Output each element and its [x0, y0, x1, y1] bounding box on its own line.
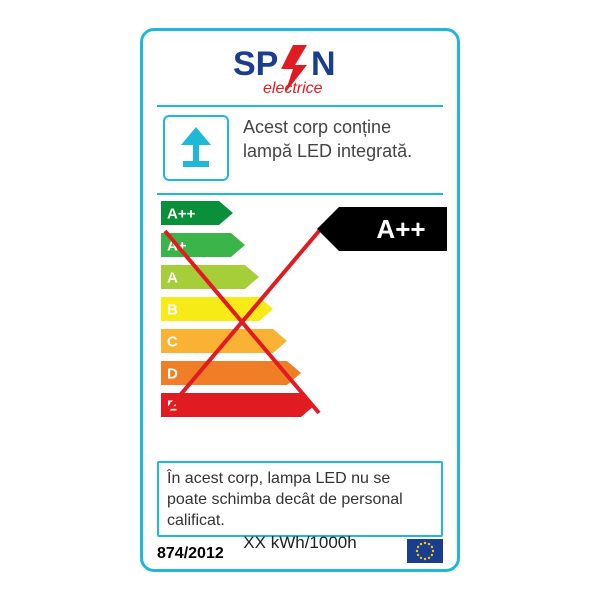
divider: [157, 105, 443, 107]
energy-class-label: D: [167, 365, 178, 382]
energy-label-card: SP N electrice Acest corp conține lampă …: [140, 28, 460, 572]
flag-star: [431, 554, 433, 556]
energy-class-label: A++: [167, 205, 196, 222]
rating-text: A++: [376, 214, 425, 244]
flag-star: [416, 550, 418, 552]
energy-class-bar: [161, 393, 315, 417]
flag-star: [431, 546, 433, 548]
energy-class-label: C: [167, 333, 178, 350]
energy-rating-badge: A++: [317, 207, 447, 262]
lamp-icon: [171, 123, 221, 173]
flag-star: [417, 546, 419, 548]
flag-star: [428, 557, 430, 559]
flag-star: [432, 550, 434, 552]
flag-star: [428, 543, 430, 545]
flag-star: [420, 543, 422, 545]
brand-logo: SP N electrice: [233, 41, 373, 101]
energy-class-label: A: [167, 269, 178, 286]
flag-star: [424, 558, 426, 560]
brand-text-left: SP: [233, 45, 278, 83]
divider: [157, 193, 443, 195]
flag-star: [424, 542, 426, 544]
flag-star: [417, 554, 419, 556]
eu-flag-icon: [407, 539, 443, 563]
flag-star: [420, 557, 422, 559]
energy-class-label: B: [167, 301, 178, 318]
brand-text-right: N: [311, 45, 336, 83]
lamp-icon-box: [163, 115, 229, 181]
service-note: În acest corp, lampa LED nu se poate sch…: [157, 461, 443, 537]
brand-subtitle: electrice: [263, 80, 323, 97]
product-description: Acest corp conține lampă LED integrată.: [243, 115, 439, 164]
regulation-number: 874/2012: [157, 545, 224, 563]
